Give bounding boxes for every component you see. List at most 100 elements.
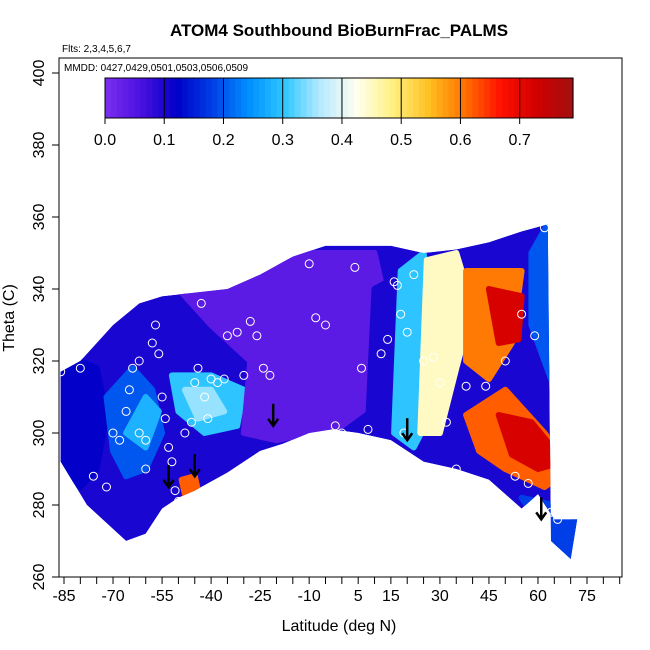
y-axis-label: Theta (C) [1, 284, 18, 352]
sample-point [190, 378, 200, 388]
heatmap-patch-northern-red-upper [485, 286, 525, 346]
sample-point [56, 367, 66, 377]
colorbar-cell [495, 78, 503, 118]
sample-point [128, 363, 138, 373]
arrow-layer [162, 403, 548, 522]
x-tick-label: -55 [151, 588, 174, 605]
colorbar-cell [537, 78, 544, 118]
colorbar-cell [460, 78, 467, 118]
sample-point [121, 406, 131, 416]
colorbar-cell [110, 78, 118, 118]
colorbar-cell [205, 78, 213, 118]
colorbar-tick-label: 0.5 [390, 132, 412, 149]
heatmap-patch-southern-hotspot [178, 473, 201, 498]
colorbar-cell [182, 78, 189, 118]
sample-point [88, 471, 98, 481]
colorbar-tick-label: 0.4 [331, 132, 353, 149]
y-tick-label: 300 [31, 420, 48, 447]
sample-point [396, 309, 406, 319]
down-arrow [401, 418, 414, 443]
colorbar-tick-label: 0.1 [153, 132, 175, 149]
sample-point [245, 316, 255, 326]
sample-point [252, 331, 262, 341]
sample-point [200, 392, 210, 402]
colorbar-cell [543, 78, 550, 118]
colorbar-cell [330, 78, 337, 118]
sample-point [409, 270, 419, 280]
colorbar-cell [116, 78, 124, 118]
sample-point [134, 428, 144, 438]
sample-point [141, 435, 151, 445]
sample-point [75, 363, 85, 373]
colorbar-cell [341, 78, 349, 118]
x-tick-label: 75 [578, 588, 596, 605]
x-tick-label: 45 [480, 588, 498, 605]
colorbar-cell [170, 78, 177, 118]
colorbar-cell [413, 78, 420, 118]
colorbar-cell [241, 78, 248, 118]
colorbar-cell [395, 78, 402, 118]
colorbar-cell [430, 78, 438, 118]
colorbar-cell [336, 78, 343, 118]
colorbar-cell [353, 78, 361, 118]
y-tick-label: 360 [31, 204, 48, 231]
heatmap-patch-arctic-lower-blue [518, 494, 578, 559]
plot-frame [58, 57, 623, 578]
y-tick-label: 260 [31, 564, 48, 591]
sample-point [435, 378, 445, 388]
heatmap-patch-northern-lightyellow [417, 250, 476, 436]
colorbar-cell [158, 78, 165, 118]
colorbar-cell [211, 78, 219, 118]
colorbar-cell [122, 78, 130, 118]
sample-point [330, 421, 340, 431]
colorbar-cell [466, 78, 473, 118]
colorbar-cell [164, 78, 171, 118]
colorbar-cell [377, 78, 385, 118]
x-tick-label: -70 [101, 588, 124, 605]
colorbar-cell [442, 78, 450, 118]
sample-point [180, 428, 190, 438]
heatmap-patch-mid-south-lightblue [181, 386, 228, 422]
x-tick-label: -85 [52, 588, 75, 605]
colorbar-cell [140, 78, 148, 118]
heatmap-patch-tropical-purple [175, 250, 394, 444]
colorbar-cell [146, 78, 153, 118]
sample-point [134, 356, 144, 366]
sample-point [187, 417, 196, 427]
colorbar-cell [555, 78, 562, 118]
sample-point [154, 349, 164, 359]
colorbar-cell [288, 78, 296, 118]
sample-point [546, 507, 556, 517]
colorbar-cell [549, 78, 556, 118]
colorbar-cell [306, 78, 313, 118]
heatmap-patch-southern-cyan-wedge [123, 394, 162, 451]
colorbar-cell [507, 78, 515, 118]
sample-point [124, 385, 134, 395]
sample-point [167, 457, 177, 467]
sample-point [553, 514, 563, 524]
colorbar-cell [359, 78, 367, 118]
colorbar-cell [235, 78, 242, 118]
colorbar-tick-label: 0.2 [212, 132, 234, 149]
sample-point [258, 363, 268, 373]
colorbar-cell [436, 78, 444, 118]
sample-point [203, 414, 213, 424]
chart-title: ATOM4 Southbound BioBurnFrac_PALMS [170, 21, 508, 40]
colorbar-cell [561, 78, 568, 118]
colorbar-cell [264, 78, 272, 118]
x-axis-label: Latitude (deg N) [282, 618, 397, 635]
x-tick-label: 60 [529, 588, 547, 605]
colorbar-cell [407, 78, 414, 118]
colorbar-cell [199, 78, 207, 118]
colorbar-cell [472, 78, 479, 118]
sample-point [402, 327, 412, 337]
colorbar-cell [276, 78, 284, 118]
colorbar-tick-label: 0.3 [272, 132, 294, 149]
colorbar-cell [253, 78, 260, 118]
x-tick-label: 15 [382, 588, 400, 605]
sample-point [239, 370, 249, 380]
x-tick-label: 5 [354, 588, 363, 605]
heatmap-layer [60, 224, 578, 559]
sample-point [350, 262, 360, 272]
colorbar-cell [217, 78, 225, 118]
